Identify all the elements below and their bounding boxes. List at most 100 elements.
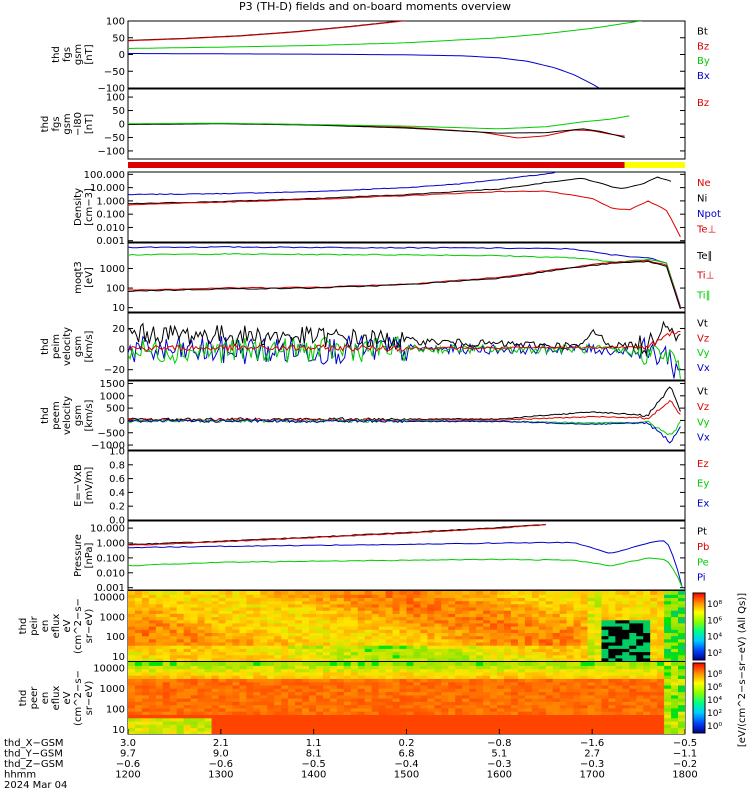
heatmap-cell: [267, 635, 275, 640]
heatmap-cell: [531, 701, 540, 706]
heatmap-cell: [246, 635, 254, 640]
heatmap-cell: [176, 626, 185, 630]
heatmap-cell: [622, 610, 630, 614]
heatmap-cell: [309, 645, 317, 649]
heatmap-cell: [504, 603, 512, 608]
heatmap-cell: [204, 717, 213, 722]
heatmap-cell: [399, 651, 408, 656]
heatmap-cell: [225, 720, 234, 725]
heatmap-cell: [392, 622, 401, 627]
ylabel-line: [eV]: [84, 267, 95, 288]
heatmap-cell: [510, 717, 519, 722]
heatmap-cell: [587, 616, 596, 621]
heatmap-cell: [608, 678, 616, 683]
xaxis-value: −0.5: [673, 738, 697, 749]
heatmap-cell: [260, 678, 268, 683]
heatmap-cell: [587, 606, 596, 611]
heatmap-cell: [253, 720, 261, 725]
series-Ni: [128, 176, 672, 205]
heatmap-cell: [636, 629, 644, 633]
heatmap-cell: [636, 648, 644, 653]
heatmap-cell: [448, 594, 456, 598]
heatmap-cell: [483, 717, 491, 722]
ytick-label: 0.2: [109, 502, 125, 513]
heatmap-cell: [406, 657, 415, 661]
heatmap-cell: [350, 626, 359, 630]
heatmap-cell: [448, 698, 456, 702]
heatmap-cell: [225, 711, 234, 715]
heatmap-cell: [309, 691, 317, 696]
heatmap-cell: [587, 720, 596, 725]
heatmap-cell: [601, 675, 610, 679]
heatmap-cell: [399, 622, 408, 627]
heatmap-cell: [469, 698, 477, 702]
heatmap-cell: [510, 668, 519, 673]
heatmap-cell: [524, 668, 533, 673]
heatmap-cell: [162, 638, 171, 643]
heatmap-cell: [510, 619, 519, 624]
heatmap-cell: [260, 600, 268, 605]
heatmap-cell: [295, 629, 303, 633]
heatmap-cell: [225, 629, 234, 633]
heatmap-cell: [128, 651, 136, 656]
heatmap-cell: [378, 657, 387, 661]
heatmap-cell: [350, 657, 359, 661]
heatmap-cell: [135, 619, 143, 624]
heatmap-cell: [190, 600, 199, 605]
heatmap-cell: [448, 717, 456, 722]
heatmap-cell: [232, 688, 240, 693]
ytick-label: 0: [119, 416, 125, 427]
heatmap-cell: [664, 711, 672, 715]
heatmap-cell: [406, 629, 415, 633]
heatmap-cell: [587, 594, 596, 598]
heatmap-cell: [552, 684, 561, 689]
heatmap-cell: [148, 597, 157, 602]
legend-Vt: Vt: [697, 387, 708, 398]
heatmap-cell: [378, 648, 387, 653]
heatmap-cell: [329, 701, 338, 706]
heatmap-cell: [260, 704, 268, 709]
colorbar-tick: 10⁴: [707, 696, 722, 706]
heatmap-cell: [643, 600, 651, 605]
heatmap-cell: [671, 657, 679, 661]
heatmap-cell: [204, 704, 213, 709]
heatmap-cell: [385, 665, 394, 670]
heatmap-cell: [601, 635, 610, 640]
heatmap-cell: [190, 675, 199, 679]
heatmap-cell: [399, 619, 408, 624]
heatmap-cell: [552, 707, 561, 712]
heatmap-cell: [483, 668, 491, 673]
heatmap-cell: [385, 641, 394, 646]
ytick-label: 10000: [93, 592, 125, 603]
heatmap-cell: [469, 684, 477, 689]
heatmap-cell: [469, 714, 477, 719]
heatmap-cell: [246, 648, 254, 653]
heatmap-cell: [155, 701, 164, 706]
heatmap-cell: [573, 632, 582, 637]
heatmap-cell: [162, 591, 171, 595]
heatmap-cell: [524, 635, 533, 640]
heatmap-cell: [274, 619, 282, 624]
heatmap-cell: [162, 684, 171, 689]
heatmap-cell: [504, 657, 512, 661]
heatmap-cell: [211, 638, 220, 643]
heatmap-cell: [573, 671, 582, 676]
heatmap-cell: [462, 641, 470, 646]
heatmap-cell: [524, 707, 533, 712]
heatmap-cell: [148, 665, 157, 670]
heatmap-cell: [469, 701, 477, 706]
heatmap-cell: [622, 720, 630, 725]
series-Vy: [128, 418, 681, 436]
colorbar-scale: [692, 662, 706, 734]
heatmap-cell: [510, 645, 519, 649]
heatmap-cell: [441, 613, 449, 618]
heatmap-cell: [343, 626, 352, 630]
heatmap-cell: [483, 597, 491, 602]
heatmap-cell: [232, 665, 240, 670]
heatmap-cell: [636, 717, 644, 722]
heatmap-cell: [169, 635, 178, 640]
heatmap-cell: [406, 591, 415, 595]
heatmap-cell: [483, 698, 491, 702]
heatmap-cell: [622, 638, 630, 643]
heatmap-cell: [490, 619, 498, 624]
